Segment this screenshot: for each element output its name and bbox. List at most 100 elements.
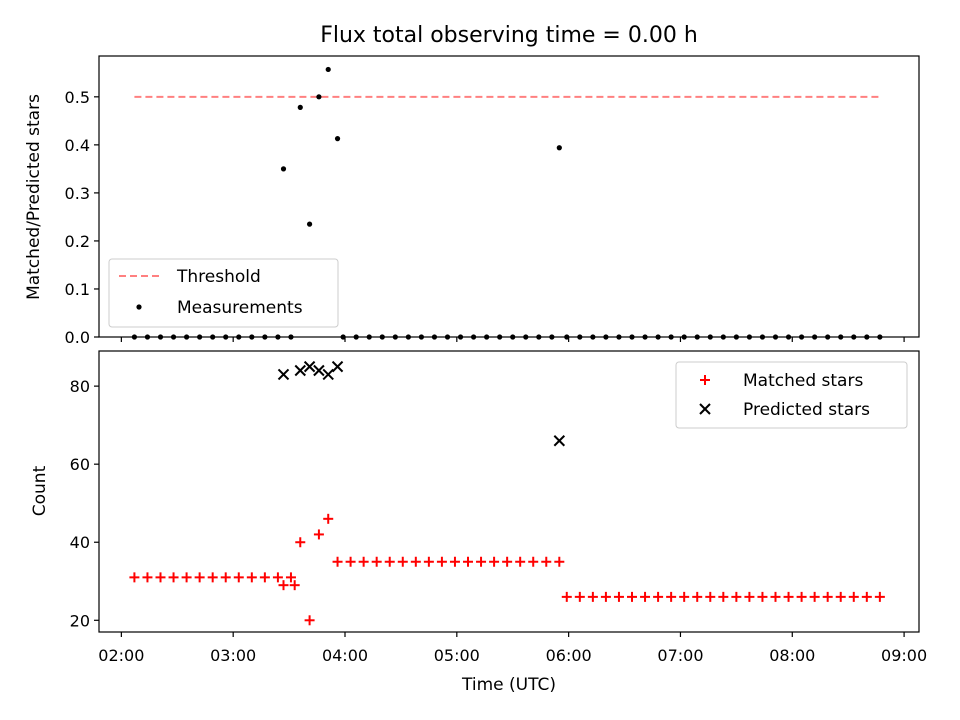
matched-star-marker xyxy=(345,556,356,567)
matched-star-marker xyxy=(692,591,703,602)
top-plot-frame xyxy=(98,55,920,338)
matched-star-marker xyxy=(757,591,768,602)
matched-star-marker xyxy=(323,513,334,524)
top-y-ticks: 0.0 0.1 0.2 0.3 0.4 0.5 xyxy=(65,88,99,347)
matched-star-marker xyxy=(246,572,257,583)
measurement-point xyxy=(379,334,385,340)
matched-star-marker xyxy=(718,591,729,602)
x-tick-label: 05:00 xyxy=(434,646,480,665)
measurement-point xyxy=(603,334,609,340)
measurement-point xyxy=(549,334,555,340)
measurement-point xyxy=(720,334,726,340)
top-y-tick-label: 0.5 xyxy=(65,88,90,107)
measurement-point xyxy=(262,334,268,340)
matched-star-marker xyxy=(554,556,565,567)
bottom-legend-box xyxy=(675,361,908,429)
matched-star-marker xyxy=(653,591,664,602)
top-y-tick-label: 0.1 xyxy=(65,280,90,299)
matched-star-marker xyxy=(489,556,500,567)
matched-star-marker xyxy=(207,572,218,583)
legend-predicted-label: Predicted stars xyxy=(743,400,870,420)
matched-star-marker xyxy=(168,572,179,583)
measurement-point xyxy=(681,334,687,340)
measurement-point xyxy=(536,334,542,340)
matched-star-marker xyxy=(627,591,637,602)
measurement-point xyxy=(772,334,779,340)
matched-star-marker xyxy=(848,591,859,602)
matched-star-marker xyxy=(770,591,781,602)
x-axis-label: Time (UTC) xyxy=(461,675,556,695)
matched-star-marker xyxy=(285,572,296,583)
predicted-star-marker xyxy=(294,364,306,377)
top-y-tick-label: 0.3 xyxy=(65,184,90,203)
measurement-point xyxy=(510,334,516,340)
bottom-y-tick-label: 60 xyxy=(70,455,90,474)
measurement-point xyxy=(642,334,648,340)
measurement-point xyxy=(366,334,372,340)
bottom-legend: Matched stars Predicted stars xyxy=(675,361,908,429)
measurement-point xyxy=(306,221,313,227)
matched-star-marker xyxy=(155,572,166,583)
measurement-point xyxy=(275,334,281,340)
x-tick-label: 02:00 xyxy=(98,646,144,665)
measurement-point xyxy=(746,334,753,340)
measurement-point xyxy=(170,334,177,340)
measurement-point xyxy=(183,334,190,340)
measurement-point xyxy=(470,334,477,340)
bottom-y-tick-label: 40 xyxy=(70,533,90,552)
matched-star-marker xyxy=(528,556,539,567)
chart-title: Flux total observing time = 0.00 h xyxy=(320,23,698,48)
matched-star-marker xyxy=(304,615,315,626)
measurement-point xyxy=(707,334,713,340)
matched-star-marker xyxy=(502,556,513,567)
top-panel: Flux total observing time = 0.00 h Match… xyxy=(24,23,920,347)
measurement-point xyxy=(249,334,255,340)
measurement-point xyxy=(457,334,464,340)
legend-matched-swatch xyxy=(700,375,710,385)
predicted-star-marker xyxy=(277,368,290,381)
predicted-star-marker xyxy=(331,360,344,373)
matched-star-marker xyxy=(410,556,421,567)
matched-star-marker xyxy=(289,580,300,591)
top-legend-box xyxy=(108,258,339,328)
matched-star-marker xyxy=(278,580,289,591)
measurement-point xyxy=(297,104,303,110)
predicted-star-marker xyxy=(553,435,566,447)
matched-star-marker xyxy=(358,556,369,567)
matched-star-marker xyxy=(587,591,598,602)
matched-star-marker xyxy=(332,556,343,567)
measurement-point xyxy=(851,334,857,340)
x-tick-label: 06:00 xyxy=(546,646,592,665)
matched-star-marker xyxy=(809,591,820,602)
legend-measurements-swatch xyxy=(136,304,142,310)
matched-star-marker xyxy=(744,591,755,602)
measurement-point xyxy=(210,334,216,340)
top-legend: Threshold Measurements xyxy=(108,258,339,328)
matched-star-marker xyxy=(796,591,807,602)
measurement-point xyxy=(131,334,138,340)
matched-star-marker xyxy=(313,529,324,540)
top-y-tick-label: 0.2 xyxy=(65,232,90,251)
legend-matched-label: Matched stars xyxy=(743,371,863,391)
measurement-point xyxy=(877,334,883,340)
x-tick-label: 03:00 xyxy=(210,646,256,665)
matched-star-marker xyxy=(561,591,572,602)
measurement-point xyxy=(484,334,490,340)
x-tick-label: 04:00 xyxy=(322,646,368,665)
measurement-point xyxy=(157,334,164,340)
matched-star-marker xyxy=(220,572,231,583)
matched-star-marker xyxy=(574,591,585,602)
measurement-point xyxy=(629,334,635,340)
predicted-star-marker xyxy=(322,368,334,381)
bottom-y-ticks: 20 40 60 80 xyxy=(70,377,99,630)
measurement-point xyxy=(418,334,425,340)
measurement-point xyxy=(316,94,322,100)
measurement-point xyxy=(431,334,438,340)
legend-threshold-label: Threshold xyxy=(176,267,261,287)
matched-star-marker xyxy=(705,591,716,602)
measurement-point xyxy=(798,334,805,340)
measurement-point xyxy=(785,334,792,340)
matched-star-marker xyxy=(384,556,395,567)
measurement-point xyxy=(353,334,359,340)
matched-star-marker xyxy=(640,591,651,602)
